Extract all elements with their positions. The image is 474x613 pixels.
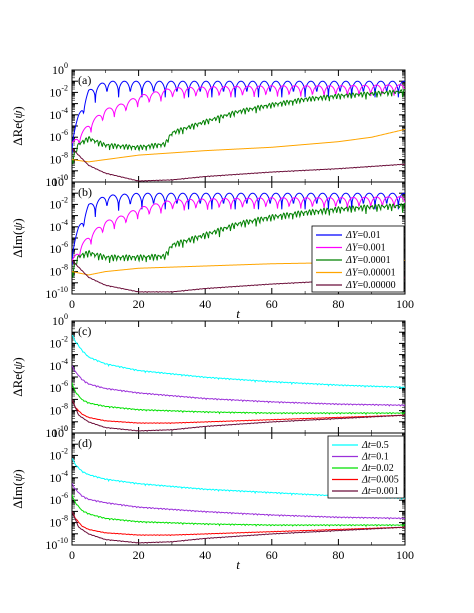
y-tick-label: 10-8 [49,263,68,279]
y-tick-label: 10-4 [49,357,68,373]
panel-b-label: (b) [78,185,92,199]
y-tick-label: 10-10 [45,285,68,301]
panel-d-ylabel-suffix: ) [10,469,25,473]
legend-label: Δt=0.1 [361,452,389,463]
x-tick-label: 80 [332,548,344,562]
panel-b-ylabel-prefix: ΔIm( [10,231,25,258]
legend-label: ΔY=0.01 [345,230,381,241]
y-tick-label: 10-2 [49,195,68,211]
series-line-a-1 [72,84,405,145]
y-tick-label: 10-6 [49,491,68,507]
y-tick-label: 10-8 [49,151,68,167]
y-tick-label: 10-10 [45,424,68,440]
y-tick-label: 10-2 [49,83,68,99]
y-tick-label: 100 [52,424,68,440]
y-tick-label: 10-2 [49,334,68,350]
series-line-c-2 [72,382,405,416]
x-tick-label: 0 [69,297,75,311]
panel-d-ylabel-prefix: ΔIm( [10,482,25,509]
series-line-a-2 [72,88,405,165]
panel-b-ylabel-suffix: ) [10,218,25,222]
y-tick-label: 100 [52,312,68,328]
panel-c-ylabel-suffix: ) [10,357,25,361]
series-line-a-3 [72,128,405,163]
legend-label: ΔY=0.0001 [345,255,391,266]
series-line-a-4 [72,148,405,182]
series-line-d-3 [72,511,405,537]
series-line-b-2 [72,202,405,278]
y-tick-label: 10-4 [49,469,68,485]
x-tick-label: 40 [199,297,211,311]
panel-c-ylabel-prefix: ΔRe( [10,370,25,397]
x-tick-label: 20 [133,297,145,311]
series-line-a-0 [72,80,405,154]
panel-c-label: (c) [78,324,91,338]
legend-top-box [311,225,405,293]
y-tick-label: 10-6 [49,379,68,395]
panel-a-plot: 100 10-2 10-4 10-6 10-8 10-10 [45,61,406,189]
panel-b-ylabel-psi: ψ [10,222,25,231]
panel-a-label: (a) [78,73,91,87]
legend-bottom-box [327,435,405,499]
y-tick-label: 100 [52,173,68,189]
y-tick-label: 10-8 [49,402,68,418]
legend-label: ΔY=0.00001 [345,268,396,279]
legend-label: ΔY=0.001 [345,243,386,254]
y-tick-label: 10-2 [49,446,68,462]
y-tick-label: 10-10 [45,173,68,189]
x-tick-label: 100 [396,297,414,311]
legend-label: Δt=0.02 [361,463,394,474]
panel-c-ylabel-psi: ψ [10,361,25,370]
series-line-c-3 [72,399,405,425]
y-tick-label: 100 [52,61,68,77]
panel-d-label: (d) [78,436,92,450]
legend-label: Δt=0.5 [361,440,389,451]
y-tick-label: 10-10 [45,536,68,552]
x-tick-label: 20 [133,548,145,562]
panel-b-ylabel: ΔIm(ψ) [10,218,25,258]
y-tick-label: 10-6 [49,128,68,144]
panel-c-plot: 100 10-2 10-4 10-6 10-8 10-10 [45,312,406,440]
legend-label: Δt=0.001 [361,486,399,497]
y-tick-label: 10-4 [49,218,68,234]
x-tick-label: 100 [396,548,414,562]
panel-a-ylabel-psi: ψ [10,110,25,119]
panel-d-ylabel: ΔIm(ψ) [10,469,25,509]
panel-a-ylabel: ΔRe(ψ) [10,106,25,146]
series-line-d-1 [72,483,405,520]
series-line-d-4 [72,511,405,544]
x-tick-label: 0 [69,548,75,562]
series-line-c-1 [72,365,405,407]
panel-d-ylabel-psi: ψ [10,473,25,482]
legend-label: ΔY=0.00000 [345,280,396,291]
x-tick-label: 60 [266,297,278,311]
x-tick-label: 40 [199,548,211,562]
series-line-b-0 [72,192,405,266]
x-tick-label: 80 [332,297,344,311]
series-line-b-1 [72,196,405,262]
series-line-d-2 [72,494,405,528]
y-tick-label: 10-4 [49,106,68,122]
y-tick-label: 10-6 [49,240,68,256]
legend-label: Δt=0.005 [361,475,399,486]
panel-a-ylabel-prefix: ΔRe( [10,119,25,146]
x-tick-label: 60 [266,548,278,562]
bottom-xlabel: t [236,557,240,572]
series-line-c-0 [72,335,405,390]
y-tick-label: 10-8 [49,514,68,530]
panel-a-ylabel-suffix: ) [10,106,25,110]
series-line-c-4 [72,399,405,432]
panel-c-ylabel: ΔRe(ψ) [10,357,25,397]
top-xlabel: t [236,306,240,321]
